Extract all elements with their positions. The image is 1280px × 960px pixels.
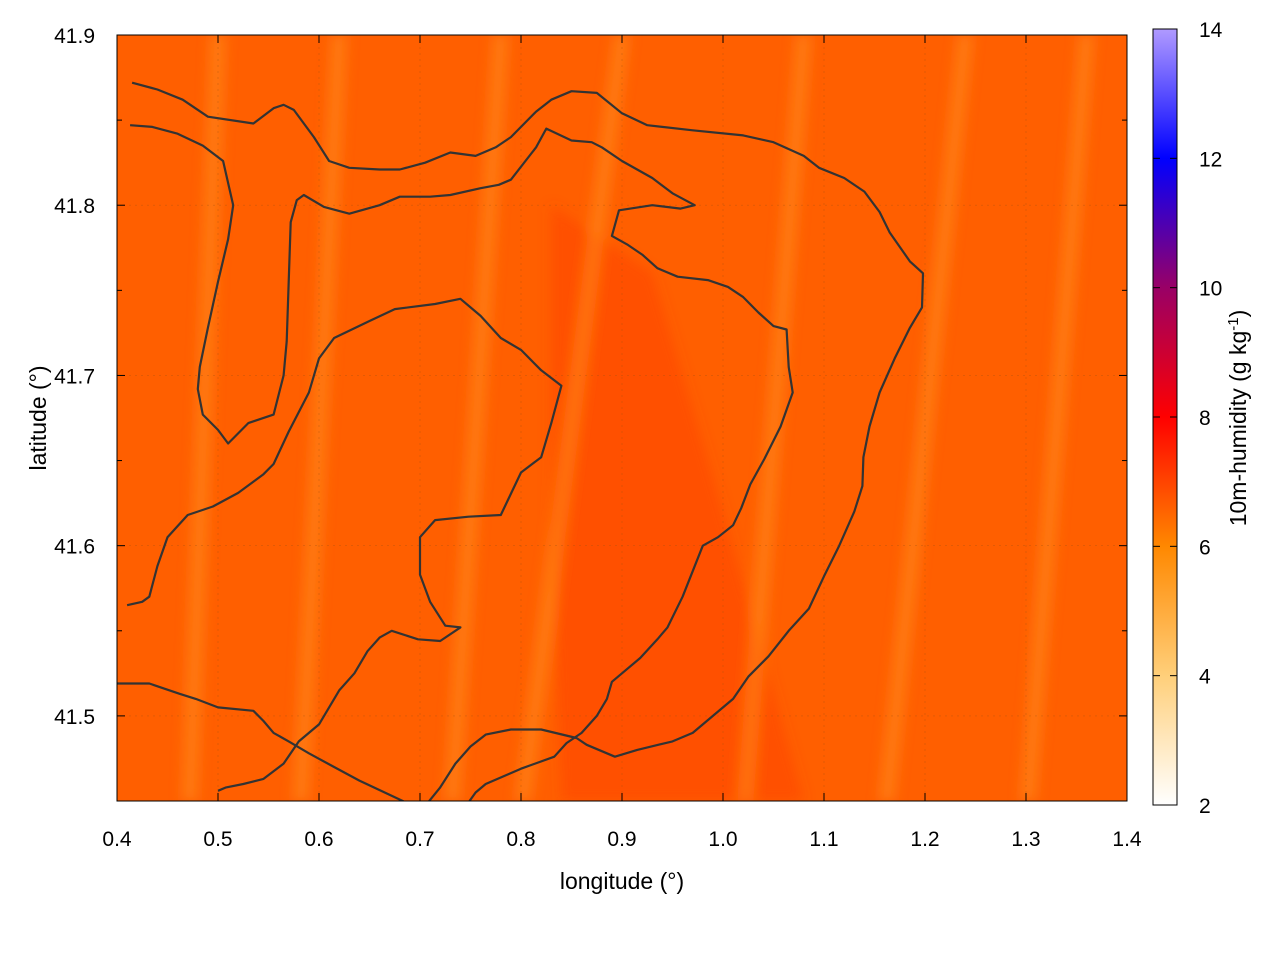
- colorbar-label-end: ): [1225, 310, 1251, 318]
- x-tick-label: 1.0: [708, 828, 737, 851]
- x-tick-label: 1.3: [1011, 828, 1040, 851]
- x-tick-label: 0.9: [607, 828, 636, 851]
- colorbar-tick-label: 6: [1199, 536, 1211, 559]
- y-tick-label: 41.7: [54, 365, 95, 388]
- grid-lines: [117, 34, 1127, 801]
- colorbar-ticks: 2 4 6 8 10 12 14: [1153, 19, 1223, 818]
- dry-streak: [292, 35, 348, 801]
- contour-line: [130, 124, 794, 801]
- x-tick-label: 1.4: [1112, 828, 1142, 851]
- x-tick-label: 0.5: [203, 828, 232, 851]
- y-tick-label: 41.9: [54, 25, 95, 48]
- y-axis-ticks: 41.5 41.6 41.7 41.8 41.9: [54, 25, 1127, 729]
- colorbar-label: 10m-humidity (g kg-1): [1225, 310, 1252, 527]
- contour-lines: [117, 81, 925, 801]
- colorbar-tick-label: 8: [1199, 407, 1211, 430]
- x-tick-label: 0.7: [405, 828, 434, 851]
- x-tick-label: 0.6: [304, 828, 333, 851]
- x-axis-label: longitude (°): [560, 868, 684, 894]
- dry-streak: [878, 35, 974, 801]
- dry-streak: [737, 35, 812, 801]
- colorbar-tick-label: 14: [1199, 19, 1223, 42]
- colorbar-label-exponent: -1: [1225, 317, 1242, 330]
- y-tick-label: 41.8: [54, 195, 95, 218]
- colorbar-tick-label: 2: [1199, 795, 1211, 818]
- x-tick-label: 1.1: [809, 828, 838, 851]
- moist-region: [551, 205, 804, 801]
- dry-streak: [181, 35, 226, 801]
- colorbar-tick-label: 10: [1199, 278, 1222, 301]
- x-tick-label: 1.2: [910, 828, 939, 851]
- x-axis-ticks: 0.4 0.5 0.6 0.7 0.8 0.9 1.0 1.1 1.2 1.3 1.4: [102, 35, 1142, 851]
- dry-streak: [515, 35, 630, 801]
- dry-streak: [444, 35, 509, 801]
- dry-streak: [1020, 35, 1095, 801]
- field-variations: [181, 35, 1095, 801]
- colorbar-tick-label: 12: [1199, 148, 1222, 171]
- contour-line: [126, 297, 563, 792]
- colorbar-label-main: 10m-humidity (g kg: [1225, 331, 1251, 527]
- contour-line: [117, 81, 925, 801]
- x-tick-label: 0.4: [102, 828, 132, 851]
- x-tick-label: 0.8: [506, 828, 535, 851]
- y-axis-label: latitude (°): [25, 365, 51, 470]
- colorbar-tick-label: 4: [1199, 666, 1211, 689]
- y-tick-label: 41.5: [54, 706, 95, 729]
- y-tick-label: 41.6: [54, 536, 95, 559]
